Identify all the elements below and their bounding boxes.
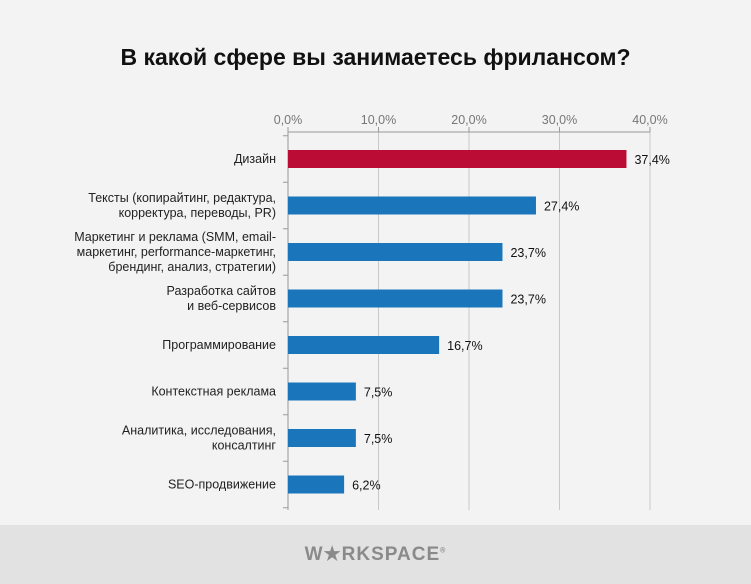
category-label: Тексты (копирайтинг, редактура, корректур… <box>88 191 276 220</box>
x-tick-label: 40,0% <box>632 113 667 127</box>
category-label: Программирование <box>162 338 276 352</box>
bar <box>288 150 627 168</box>
category-label: Контекстная реклама <box>151 385 276 399</box>
category-label: Маркетинг и реклама (SMM, email-маркетин… <box>74 230 276 274</box>
bar <box>288 243 503 261</box>
x-tick-label: 10,0% <box>361 113 396 127</box>
x-tick-label: 30,0% <box>542 113 577 127</box>
value-label: 16,7% <box>447 339 482 353</box>
bar <box>288 429 356 447</box>
category-label: Разработка сайтов и веб-сервисов <box>167 284 277 313</box>
value-label: 23,7% <box>510 246 545 260</box>
footer: W★RKSPACE® <box>0 525 751 584</box>
star-icon: ★ <box>323 544 342 565</box>
chart-title: В какой сфере вы занимаетесь фрилансом? <box>120 44 631 70</box>
x-tick-label: 0,0% <box>274 113 303 127</box>
bar <box>288 475 345 494</box>
category-label: Дизайн <box>234 152 276 166</box>
value-label: 7,5% <box>364 432 393 446</box>
x-tick-label: 20,0% <box>451 113 486 127</box>
bar <box>288 336 440 354</box>
workspace-logo: W★RKSPACE® <box>304 544 447 565</box>
bar-chart: 0,0% 10,0% 20,0% 30,0% 40,0% 37,4% Дизайн 27,4%… <box>74 113 670 510</box>
bar <box>288 196 536 215</box>
value-label: 27,4% <box>544 200 579 214</box>
value-label: 37,4% <box>634 153 669 167</box>
value-label: 6,2% <box>352 479 381 493</box>
value-label: 23,7% <box>510 293 545 307</box>
value-label: 7,5% <box>364 386 393 400</box>
category-label: Аналитика, исследования, консалтинг <box>122 424 277 453</box>
bar <box>288 382 356 401</box>
bar <box>288 289 503 308</box>
category-label: SEO-продвижение <box>168 478 276 492</box>
